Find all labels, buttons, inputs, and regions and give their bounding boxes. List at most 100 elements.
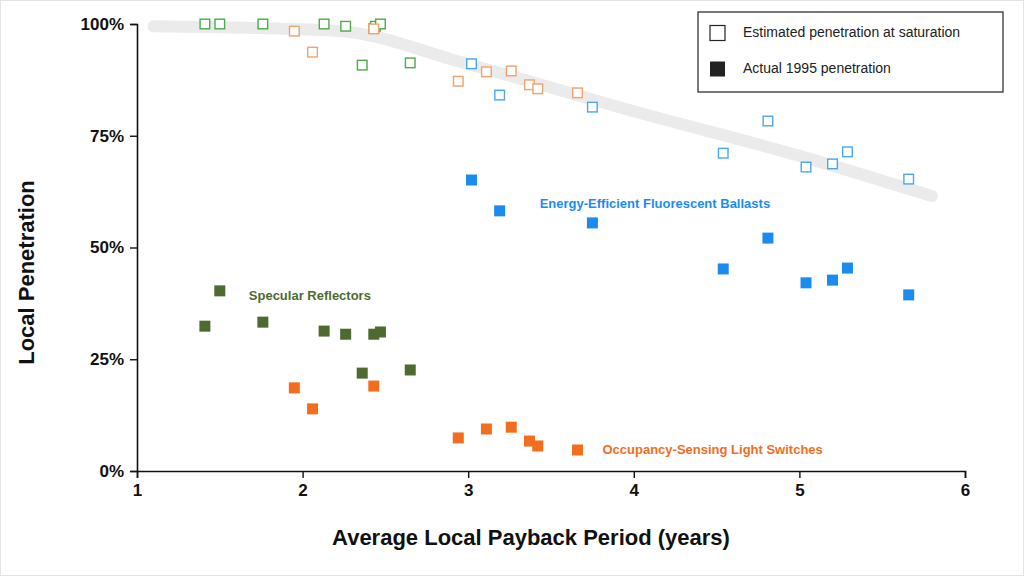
tick-mark (130, 359, 137, 360)
actual-point (375, 326, 386, 337)
saturation-point (357, 60, 367, 70)
saturation-point (290, 26, 300, 36)
actual-point (718, 263, 729, 274)
actual-point (827, 275, 838, 286)
saturation-point (801, 162, 811, 172)
saturation-point (904, 174, 914, 184)
actual-point (405, 364, 416, 375)
tick-mark (130, 247, 137, 248)
actual-point (587, 217, 598, 228)
actual-point (532, 440, 543, 451)
saturation-point (200, 19, 210, 29)
tick-mark (130, 136, 137, 137)
saturation-point (843, 147, 853, 157)
tick-label: 75% (90, 127, 124, 146)
tick-mark (799, 471, 800, 478)
x-axis-title: Average Local Payback Period (years) (332, 525, 730, 550)
legend-marker (710, 26, 725, 41)
chart: 1 2 3 4 5 6 0% 25% 50% 75% 100% Average Local Payba… (0, 0, 1024, 576)
saturation-point (308, 47, 318, 57)
actual-point (506, 422, 517, 433)
saturation-point (369, 24, 379, 34)
saturation-point (506, 66, 516, 76)
actual-point (257, 317, 268, 328)
tick-label: 3 (464, 481, 473, 500)
background (1, 1, 1024, 576)
tick: 3 (464, 471, 473, 500)
legend-box (698, 12, 1003, 92)
tick: 4 (630, 471, 640, 500)
actual-point (340, 329, 351, 340)
y-axis: 0% 25% 50% 75% 100% (81, 15, 138, 481)
tick-label: 100% (81, 15, 124, 34)
series (199, 285, 415, 378)
actual-point (801, 277, 812, 288)
tick-label: 6 (961, 481, 970, 500)
actual-point (199, 321, 210, 332)
actual-point (289, 382, 300, 393)
tick-label: 4 (630, 481, 640, 500)
tick-mark (965, 471, 966, 478)
saturation-point (482, 67, 492, 77)
tick: 25% (90, 350, 137, 369)
tick-label: 50% (90, 238, 124, 257)
legend: Estimated penetration at saturation Actua… (698, 12, 1003, 92)
series (290, 24, 583, 98)
tick-label: 5 (795, 481, 804, 500)
tick: 50% (90, 238, 137, 257)
x-axis: 1 2 3 4 5 6 (133, 471, 970, 500)
series-label: Specular Reflectors (249, 288, 371, 303)
saturation-point (341, 21, 351, 31)
saturation-point (763, 116, 773, 126)
actual-point (368, 381, 379, 392)
series (289, 381, 583, 456)
tick-label: 1 (133, 481, 142, 500)
series (466, 175, 914, 301)
saturation-point (467, 59, 477, 69)
actual-point (319, 326, 330, 337)
tick: 0% (99, 462, 137, 481)
series-label: Occupancy-Sensing Light Switches (602, 442, 822, 457)
actual-point (453, 432, 464, 443)
saturation-point (573, 88, 583, 98)
actual-point (357, 368, 368, 379)
tick-label: 2 (298, 481, 307, 500)
tick: 75% (90, 127, 137, 146)
legend-label: Actual 1995 penetration (743, 60, 891, 76)
actual-point (307, 403, 318, 414)
saturation-point (588, 102, 598, 112)
actual-point (214, 285, 225, 296)
tick-mark (130, 24, 137, 25)
tick: 5 (795, 471, 804, 500)
saturation-point (718, 148, 728, 158)
tick-mark (130, 471, 137, 472)
series-label: Energy-Efficient Fluorescent Ballasts (540, 196, 770, 211)
actual-point (466, 175, 477, 186)
tick: 2 (298, 471, 307, 500)
legend-marker (710, 62, 725, 77)
saturation-point (533, 84, 543, 94)
saturation-point (258, 19, 268, 29)
y-axis-title: Local Penetration (14, 180, 39, 365)
axis-line (138, 472, 966, 479)
tick-mark (302, 471, 303, 478)
actual-point (903, 289, 914, 300)
saturation-point (405, 58, 415, 68)
actual-point (481, 423, 492, 434)
legend-label: Estimated penetration at saturation (743, 24, 960, 40)
series (200, 19, 415, 70)
tick-mark (468, 471, 469, 478)
actual-point (494, 205, 505, 216)
saturation-point (369, 24, 379, 34)
actual-point (762, 233, 773, 244)
axis-line (130, 25, 138, 472)
saturation-point (453, 76, 463, 86)
tick: 1 (133, 471, 142, 500)
tick-label: 25% (90, 350, 124, 369)
saturation-point (495, 90, 505, 100)
tick-label: 0% (99, 462, 124, 481)
tick: 6 (961, 471, 970, 500)
tick: 100% (81, 15, 137, 34)
actual-point (842, 263, 853, 274)
saturation-point (828, 159, 838, 169)
